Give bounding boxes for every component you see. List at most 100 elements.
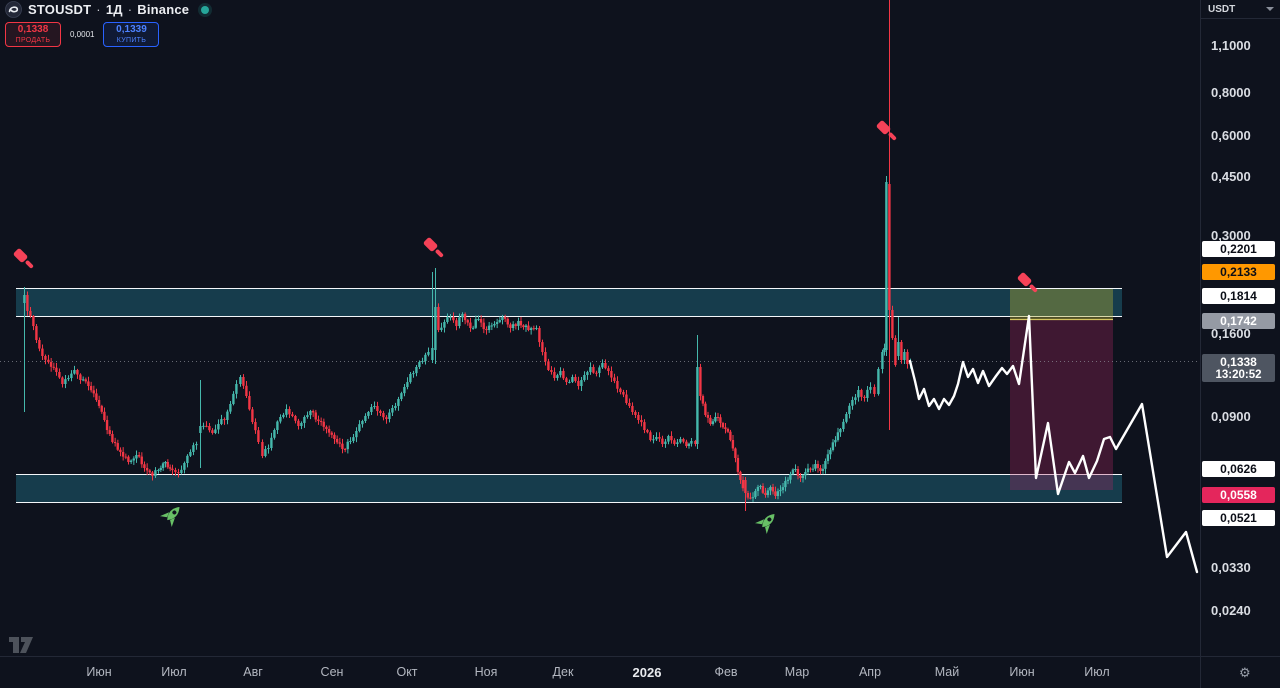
candle-body bbox=[431, 348, 434, 360]
candle-body bbox=[471, 327, 475, 329]
candle-body bbox=[503, 317, 507, 319]
candle-body bbox=[32, 316, 35, 327]
candle-body bbox=[189, 452, 192, 456]
candle-body bbox=[761, 486, 765, 493]
candle-body bbox=[565, 378, 568, 382]
candle-body bbox=[303, 417, 306, 423]
candle-body bbox=[285, 409, 288, 415]
gear-icon[interactable]: ⚙ bbox=[1239, 665, 1251, 680]
candle-body bbox=[248, 396, 251, 410]
candle-body bbox=[330, 432, 333, 435]
candle-body bbox=[854, 397, 857, 400]
sell-label: ПРОДАТЬ bbox=[15, 37, 51, 44]
candle-body bbox=[270, 437, 273, 448]
candle-body bbox=[501, 317, 504, 321]
price-axis[interactable]: USDT 1,1000 0,8000 0,6000 0,4500 0,3000 0,160… bbox=[1200, 0, 1280, 656]
candle-body bbox=[541, 342, 544, 352]
candle-body bbox=[734, 448, 737, 458]
price-label-zone2-bottom: 0,0521 bbox=[1202, 510, 1275, 526]
candle-body bbox=[92, 390, 95, 394]
candle-body bbox=[873, 387, 876, 394]
candle-body bbox=[869, 387, 872, 390]
candle-body bbox=[906, 352, 909, 364]
price-tick: 0,6000 bbox=[1211, 128, 1251, 143]
time-label-month: Июл bbox=[1084, 665, 1110, 679]
candle-body bbox=[183, 463, 186, 470]
candle-body bbox=[863, 396, 866, 398]
buy-button[interactable]: 0,1339 КУПИТЬ bbox=[103, 22, 160, 47]
candle-body bbox=[487, 325, 491, 330]
separator: · bbox=[127, 2, 133, 17]
hammer-icon bbox=[423, 237, 444, 258]
rocket-icon bbox=[755, 513, 775, 535]
candle-body bbox=[73, 370, 76, 374]
price-label-entry-price: 0,1742 bbox=[1202, 313, 1275, 329]
candle-body bbox=[309, 411, 312, 416]
hammer-icon bbox=[1017, 272, 1038, 293]
tradingview-logo[interactable] bbox=[9, 637, 33, 653]
spread-value: 0,0001 bbox=[70, 30, 95, 39]
exchange-label: Binance bbox=[137, 2, 190, 17]
candle-body bbox=[349, 441, 352, 442]
candle-body bbox=[214, 429, 217, 433]
candle-body bbox=[716, 417, 720, 418]
candle-body bbox=[418, 362, 421, 367]
sell-price: 0,1338 bbox=[17, 24, 49, 35]
candle-body bbox=[885, 182, 888, 350]
candle-body bbox=[145, 468, 149, 471]
candle-body bbox=[300, 422, 303, 426]
sell-button[interactable]: 0,1338 ПРОДАТЬ bbox=[5, 22, 61, 47]
time-axis[interactable]: Июн Июл Авг Сен Окт Ноя Дек 2026 Фев Мар Апр Май Июн… bbox=[0, 656, 1200, 688]
candle-body bbox=[406, 382, 409, 387]
candle-body bbox=[694, 441, 697, 444]
candle-body bbox=[89, 386, 93, 391]
currency-selector[interactable]: USDT bbox=[1201, 0, 1280, 19]
candle-body bbox=[338, 442, 341, 444]
candle-body bbox=[619, 388, 622, 392]
market-status-dot bbox=[201, 5, 210, 14]
time-label-month: Июл bbox=[161, 665, 187, 679]
chart-pane[interactable] bbox=[0, 0, 1200, 656]
candle-body bbox=[132, 458, 135, 461]
candle-body bbox=[208, 426, 211, 431]
candle-body bbox=[607, 368, 610, 371]
candle-body bbox=[625, 394, 628, 403]
candle-body bbox=[97, 400, 101, 406]
candle-body bbox=[789, 474, 792, 480]
candle-body bbox=[709, 417, 712, 424]
candle-body bbox=[751, 497, 755, 499]
price-label-zone1-top: 0,2201 bbox=[1202, 241, 1275, 257]
candle-body bbox=[449, 317, 452, 318]
candle-body bbox=[816, 464, 820, 469]
candle-body bbox=[524, 325, 528, 328]
candle-body bbox=[143, 464, 146, 468]
candle-body bbox=[346, 441, 349, 450]
candle-body bbox=[601, 363, 604, 368]
candle-body bbox=[29, 310, 32, 316]
candle-body bbox=[613, 377, 616, 381]
candle-body bbox=[646, 430, 649, 433]
price-tick: 0,0330 bbox=[1211, 560, 1251, 575]
candle-body bbox=[670, 436, 673, 441]
candle-body bbox=[186, 455, 189, 463]
candle-body bbox=[809, 468, 812, 470]
candle-body bbox=[744, 480, 747, 493]
candle-body bbox=[100, 405, 103, 412]
candle-body bbox=[661, 438, 664, 444]
candle-body bbox=[245, 385, 248, 396]
candle-body bbox=[279, 417, 282, 422]
candle-body bbox=[67, 378, 70, 380]
candle-body bbox=[811, 468, 815, 470]
candle-body bbox=[741, 480, 745, 489]
candle-body bbox=[628, 403, 631, 406]
candle-body bbox=[382, 413, 385, 418]
candle-body bbox=[493, 324, 496, 326]
candle-body bbox=[385, 417, 388, 419]
symbol-title[interactable]: STOUSDT · 1Д · Binance bbox=[28, 2, 189, 17]
candle-body bbox=[140, 456, 143, 465]
candle-body bbox=[469, 322, 472, 328]
candle-body bbox=[529, 328, 533, 330]
candle-body bbox=[111, 434, 114, 442]
candle-body bbox=[658, 437, 661, 439]
candle-body bbox=[58, 372, 61, 378]
